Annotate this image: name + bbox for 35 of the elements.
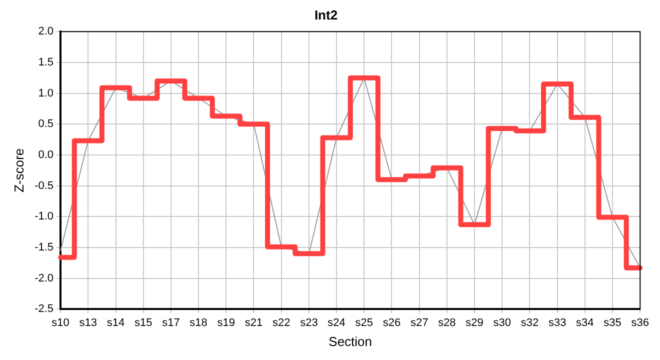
y-tick-label: 0.0 (38, 149, 54, 162)
x-tick-label: s26 (382, 316, 401, 329)
x-tick-label: s19 (217, 316, 236, 329)
x-tick-label: s32 (520, 316, 539, 329)
y-axis-title: Z-score (11, 148, 26, 192)
x-tick-label: s10 (52, 316, 70, 329)
x-tick-label: s29 (466, 316, 484, 329)
y-tick-label: -1.0 (34, 210, 54, 223)
x-tick-label: s36 (631, 316, 650, 329)
x-tick-label: s15 (134, 316, 152, 329)
x-tick-label: s13 (79, 316, 98, 329)
y-tick-label: -0.5 (34, 180, 54, 192)
x-tick-label: s33 (548, 316, 566, 329)
y-tick-label: -1.5 (34, 242, 54, 254)
x-tick-label: s21 (244, 316, 263, 329)
y-tick-label: 0.5 (38, 118, 54, 130)
y-tick-label: -2.0 (34, 272, 54, 284)
x-tick-label: s35 (604, 316, 622, 329)
y-tick-label: 2.0 (38, 26, 54, 38)
x-tick-label: s34 (576, 316, 594, 329)
y-tick-label: 1.0 (38, 87, 54, 100)
x-tick-label: s24 (328, 316, 346, 329)
x-tick-label: s30 (493, 316, 512, 329)
x-tick-label: s14 (106, 316, 125, 329)
chart-title: Int2 (314, 7, 338, 22)
x-tick-label: s18 (190, 316, 208, 329)
x-tick-label: s28 (438, 316, 456, 329)
x-axis-title: Section (328, 334, 372, 349)
x-tick-label: s23 (300, 316, 318, 329)
y-tick-label: 1.5 (38, 56, 54, 68)
x-tick-label: s22 (272, 316, 290, 329)
x-tick-label: s25 (355, 316, 374, 329)
y-tick-label: -2.5 (34, 303, 54, 316)
x-tick-label: s27 (410, 316, 428, 329)
x-tick-label: s17 (162, 316, 180, 329)
